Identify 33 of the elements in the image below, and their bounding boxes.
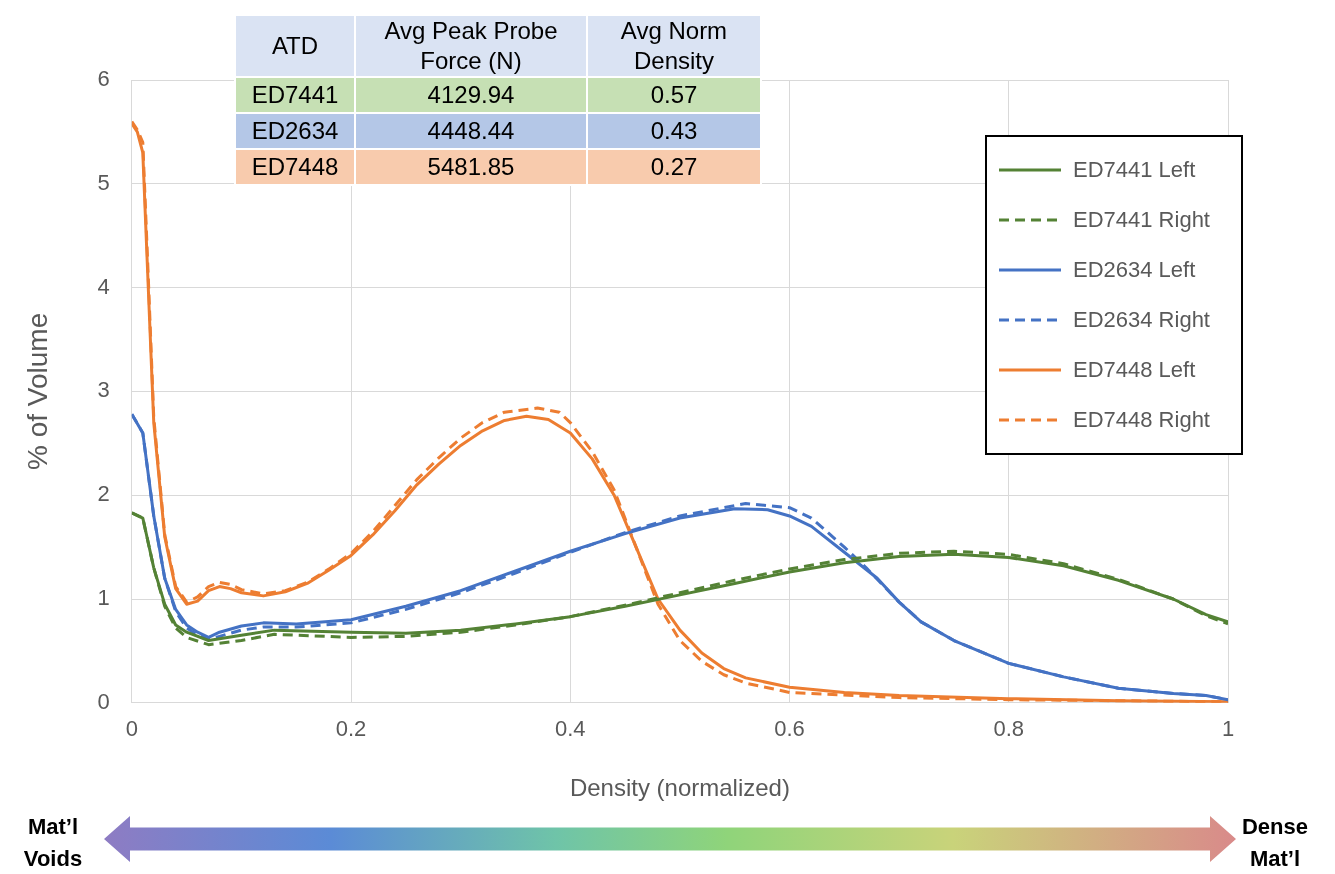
text: Dense Mat’l bbox=[1240, 813, 1309, 873]
annotation: 4129.94 bbox=[355, 77, 587, 113]
legend-label: ED7448 Left bbox=[1073, 357, 1196, 383]
y-tick-label: 6 bbox=[97, 66, 110, 92]
y-tick-label: 4 bbox=[97, 273, 110, 299]
x-axis-title: Density (normalized) bbox=[569, 774, 790, 802]
y-tick-label: 0 bbox=[97, 688, 110, 714]
annotation: 5481.85 bbox=[355, 149, 587, 185]
legend-label: ED2634 Left bbox=[1073, 257, 1196, 283]
x-tick-label: 0.6 bbox=[774, 716, 805, 742]
x-tick-label: 0.2 bbox=[335, 716, 367, 742]
annotation: 0.43 bbox=[587, 113, 761, 149]
annotation: ED2634 bbox=[235, 113, 355, 149]
annotation: ED7448 bbox=[235, 149, 355, 185]
x-tick-label: 1 bbox=[1221, 716, 1235, 742]
y-tick-label: 2 bbox=[97, 481, 110, 507]
y-tick-label: 3 bbox=[97, 377, 110, 403]
text: Mat’l Voids bbox=[22, 813, 84, 873]
x-tick-label: 0.8 bbox=[993, 716, 1025, 742]
annotation: 0.27 bbox=[587, 149, 761, 185]
annotation: 0.57 bbox=[587, 77, 761, 113]
x-tick-label: 0 bbox=[125, 716, 138, 742]
legend-label: ED2634 Right bbox=[1073, 307, 1210, 333]
annotation: 4448.44 bbox=[355, 113, 587, 149]
shaded-table-row: ATD Avg Peak Probe Force (N) Avg Norm Density bbox=[235, 15, 761, 77]
x-tick-label: 0.4 bbox=[555, 716, 586, 742]
legend-label: ED7441 Right bbox=[1073, 207, 1210, 233]
y-axis-title: % of Volume bbox=[21, 312, 53, 470]
annotation: ED7441 bbox=[235, 77, 355, 113]
y-tick-label: 5 bbox=[97, 169, 110, 195]
y-tick-label: 1 bbox=[97, 585, 110, 611]
legend-label: ED7448 Right bbox=[1073, 407, 1210, 433]
legend-label: ED7441 Left bbox=[1073, 157, 1196, 183]
